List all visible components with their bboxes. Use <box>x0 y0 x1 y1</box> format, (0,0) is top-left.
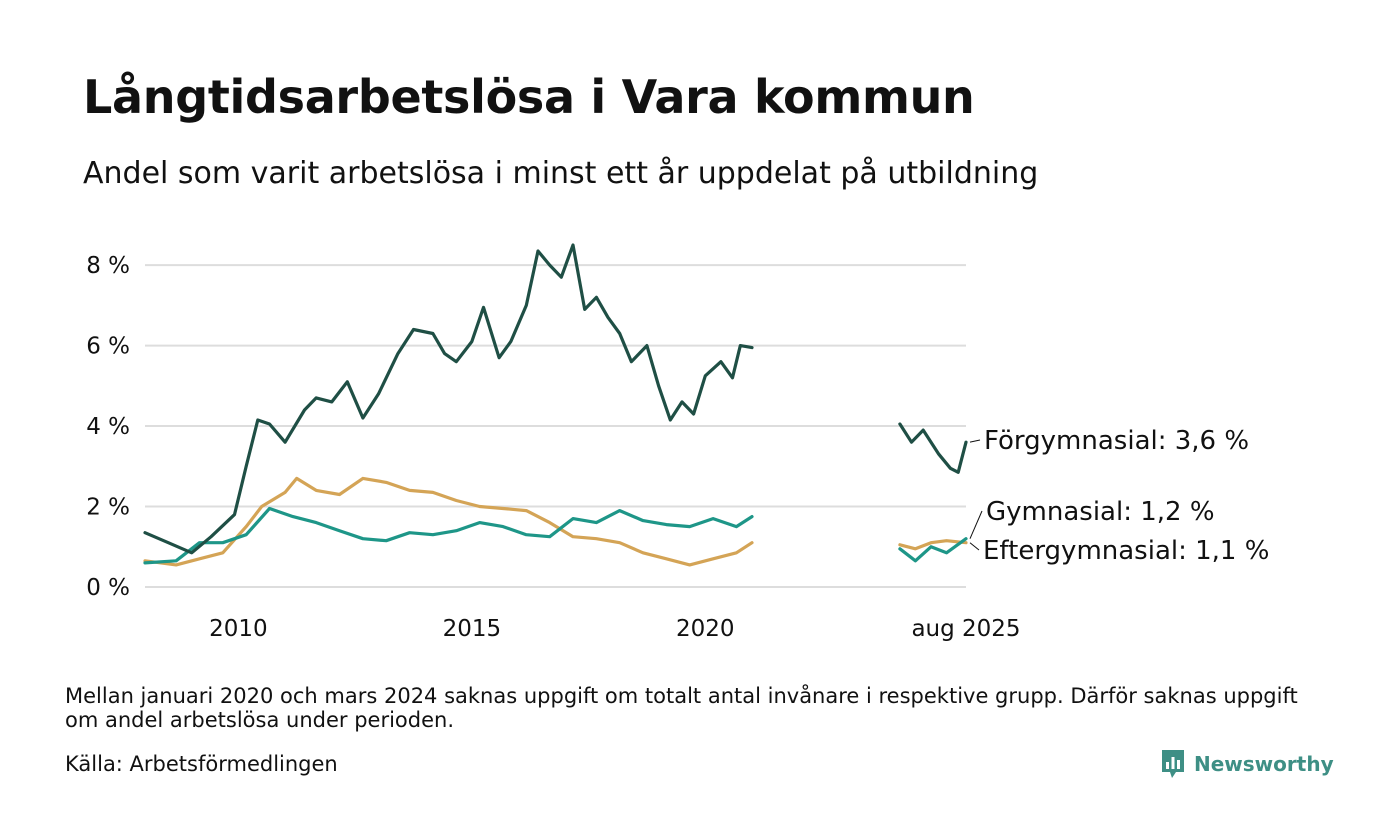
x-tick-label: aug 2025 <box>911 616 1020 642</box>
series-line-eftergymnasial-late <box>898 539 968 551</box>
y-tick-label: 4 % <box>86 414 130 440</box>
series-line-gymnasial-early <box>143 506 754 565</box>
source-text: Källa: Arbetsförmedlingen <box>65 752 338 776</box>
y-tick-label: 0 % <box>86 575 130 601</box>
connector-eftergymnasial <box>969 542 980 551</box>
brand-logo: Newsworthy <box>1160 748 1334 780</box>
end-label-gymnasial: Gymnasial: 1,2 % <box>986 497 1215 527</box>
y-tick-label: 6 % <box>86 334 130 360</box>
series-line-eftergymnasial-early <box>143 476 754 567</box>
chart-title: Långtidsarbetslösa i Vara kommun <box>83 70 975 124</box>
x-tick-label: 2015 <box>443 616 502 642</box>
connector-frgymnasial <box>969 439 981 443</box>
series-layer <box>143 243 968 567</box>
line-chart: 0 % 2 % 4 % 6 % 8 % 2010 2015 2020 aug 2025 Förg… <box>86 243 1269 642</box>
footnote: Mellan januari 2020 och mars 2024 saknas… <box>65 684 1298 732</box>
connector-gymnasial <box>969 510 983 539</box>
grid-layer: 0 % 2 % 4 % 6 % 8 % 2010 2015 2020 aug 2025 <box>86 253 1020 642</box>
chart-subtitle: Andel som varit arbetslösa i minst ett å… <box>83 156 1039 191</box>
label-layer: Förgymnasial: 3,6 % Gymnasial: 1,2 % Efter… <box>969 426 1269 566</box>
series-line-frgymnasial-early <box>143 243 754 555</box>
y-tick-label: 8 % <box>86 253 130 279</box>
end-label-eftergymnasial: Eftergymnasial: 1,1 % <box>983 536 1269 566</box>
x-tick-label: 2020 <box>676 616 735 642</box>
series-line-gymnasial-late <box>898 537 968 563</box>
y-tick-label: 2 % <box>86 495 130 521</box>
x-tick-label: 2010 <box>209 616 268 642</box>
brand-name: Newsworthy <box>1194 752 1334 776</box>
series-line-frgymnasial-late <box>898 422 968 474</box>
newsworthy-logo-icon <box>1162 750 1184 778</box>
end-label-frgymnasial: Förgymnasial: 3,6 % <box>984 426 1249 456</box>
